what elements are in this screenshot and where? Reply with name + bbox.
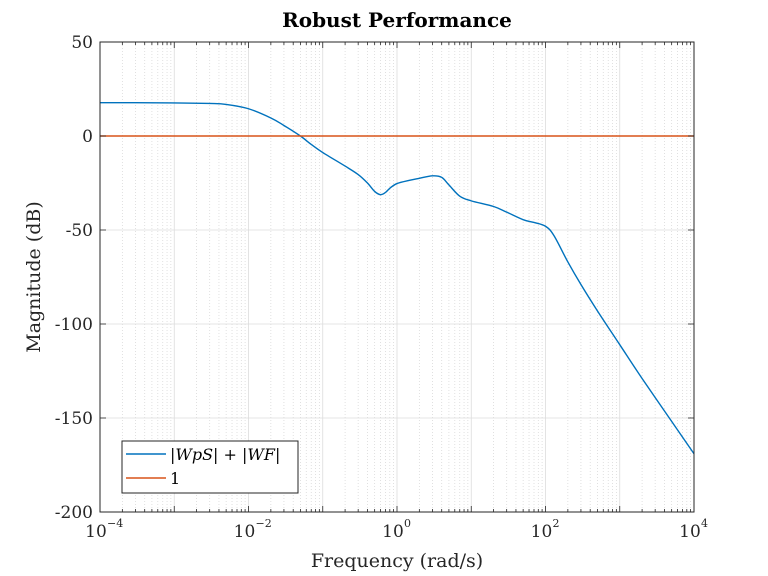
y-tick-label: 0 — [82, 127, 93, 147]
x-tick-label-base: 10 — [679, 522, 701, 542]
x-tick-label-exponent: 0 — [404, 517, 411, 530]
y-tick-label: -200 — [55, 503, 93, 523]
legend-label-one: 1 — [170, 469, 180, 488]
x-tick-label-base: 10 — [382, 522, 404, 542]
x-tick-labels: 10 −4 10 −2 10 0 10 2 10 4 — [85, 517, 708, 542]
y-axis-label: Magnitude (dB) — [23, 201, 45, 353]
x-tick-label-base: 10 — [234, 522, 256, 542]
legend-box — [121, 440, 299, 494]
x-tick-label-exponent: −4 — [107, 517, 123, 530]
series-line-wps-wf — [99, 102, 695, 455]
grid-lines — [99, 41, 695, 513]
y-tick-labels: 50 0 -50 -100 -150 -200 — [55, 33, 93, 523]
x-tick-label: 10 0 — [382, 517, 411, 542]
x-tick-label: 10 2 — [531, 517, 560, 542]
x-tick-label-exponent: 4 — [701, 517, 708, 530]
x-tick-label-exponent: 2 — [553, 517, 560, 530]
y-tick-label: -50 — [66, 221, 93, 241]
x-tick-label: 10 −4 — [85, 517, 123, 542]
legend-label-wps-wf: |WpS| + |WF| — [170, 445, 280, 464]
x-tick-label-base: 10 — [531, 522, 553, 542]
chart-title: Robust Performance — [282, 8, 512, 32]
y-tick-label: -100 — [55, 315, 93, 335]
legend[interactable]: |WpS| + |WF| 1 — [121, 440, 299, 494]
x-tick-label-exponent: −2 — [256, 517, 272, 530]
y-tick-label: -150 — [55, 409, 93, 429]
x-axis-label: Frequency (rad/s) — [311, 550, 483, 572]
x-tick-label: 10 4 — [679, 517, 708, 542]
x-tick-label-base: 10 — [85, 522, 107, 542]
y-tick-label: 50 — [71, 33, 93, 53]
series-layer — [99, 102, 695, 455]
tick-marks — [99, 41, 695, 513]
x-tick-label: 10 −2 — [234, 517, 272, 542]
